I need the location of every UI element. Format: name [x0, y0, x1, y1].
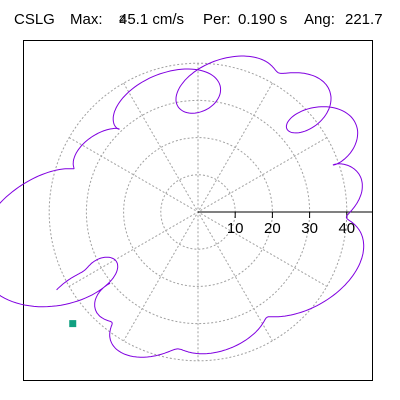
- tick-label-20: 20: [264, 220, 281, 237]
- max-label: Max:: [70, 11, 103, 28]
- max-value-number: 45.1 cm/s: [119, 11, 185, 28]
- angle-label: Ang:: [304, 11, 335, 28]
- orbit-trace: [0, 55, 365, 358]
- tick-label-10: 10: [227, 220, 244, 237]
- period-value: 0.190 s: [238, 11, 288, 28]
- period-label: Per:: [203, 11, 231, 28]
- peak-marker: [69, 320, 77, 328]
- max-unit-exponent: 2: [119, 14, 126, 26]
- radial-ticks: 10 20 30 40: [227, 212, 355, 237]
- tick-label-40: 40: [338, 220, 355, 237]
- plot-frame: [23, 40, 373, 381]
- tick-label-30: 30: [301, 220, 318, 237]
- title-row: CSLG Max: 45.1 cm/s 2 Per: 0.190 s Ang: 2…: [0, 7, 400, 33]
- angle-value: 221.7: [345, 11, 383, 28]
- station-code: CSLG: [14, 11, 55, 28]
